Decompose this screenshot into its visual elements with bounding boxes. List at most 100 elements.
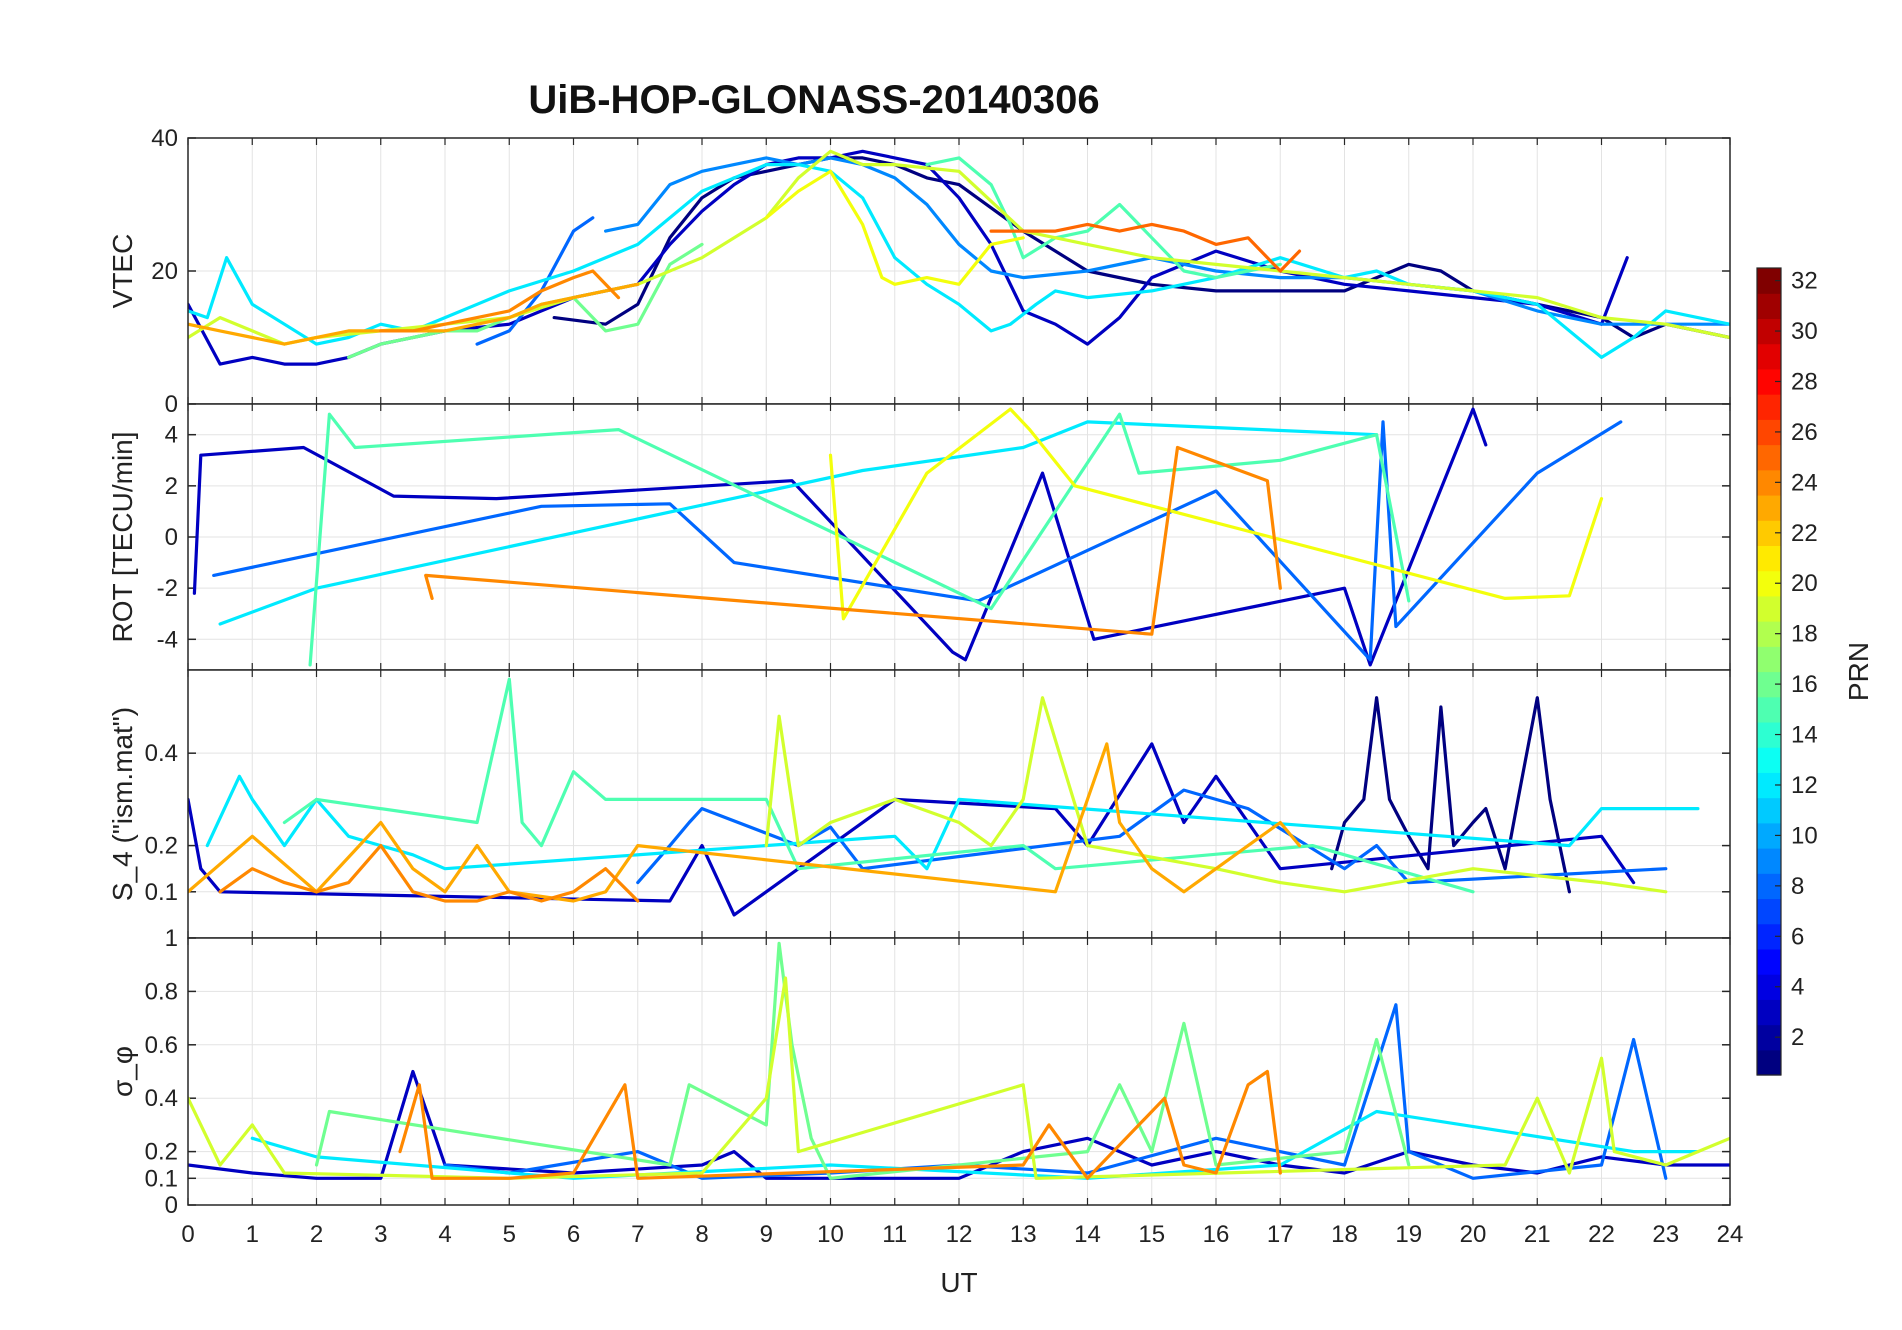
colorbar-swatch xyxy=(1757,494,1781,521)
colorbar-swatch xyxy=(1757,797,1781,824)
x-tick-label: 18 xyxy=(1331,1221,1358,1248)
series-prn-24 xyxy=(218,843,640,903)
x-tick-label: 0 xyxy=(181,1221,194,1248)
colorbar-tick-label: 26 xyxy=(1791,419,1818,446)
colorbar-swatch xyxy=(1757,747,1781,773)
series-prn-15 xyxy=(308,412,1411,667)
x-tick-label: 20 xyxy=(1460,1221,1487,1248)
colorbar-tick-label: 20 xyxy=(1791,570,1818,597)
x-tick-label: 2 xyxy=(310,1221,323,1248)
y-axis-label: VTEC xyxy=(107,234,138,309)
chart-title: UiB-HOP-GLONASS-20140306 xyxy=(528,78,1099,122)
colorbar-tick-label: 8 xyxy=(1791,873,1804,900)
y-tick-label: 0.8 xyxy=(145,978,178,1005)
series-prn-20 xyxy=(828,407,1604,621)
colorbar-tick-label: 14 xyxy=(1791,722,1818,749)
series-prn-16 xyxy=(314,941,1411,1180)
y-tick-label: 20 xyxy=(151,258,178,285)
colorbar-swatch xyxy=(1757,293,1781,320)
series-prn-15 xyxy=(282,677,1475,894)
colorbar-swatch xyxy=(1757,646,1781,673)
colorbar-swatch xyxy=(1757,444,1781,471)
x-tick-label: 24 xyxy=(1717,1221,1744,1248)
colorbar-tick-label: 22 xyxy=(1791,520,1818,547)
colorbar-swatch xyxy=(1757,343,1781,370)
x-tick-label: 5 xyxy=(503,1221,516,1248)
series-prn-25 xyxy=(989,222,1302,273)
colorbar-swatch xyxy=(1757,394,1781,420)
x-tick-label: 8 xyxy=(695,1221,708,1248)
x-tick-label: 10 xyxy=(817,1221,844,1248)
colorbar-swatch xyxy=(1757,696,1781,723)
colorbar-frame xyxy=(1756,267,1782,1076)
y-tick-label: 0.2 xyxy=(145,833,178,860)
series-prn-8 xyxy=(636,788,1668,885)
x-tick-label: 15 xyxy=(1138,1221,1165,1248)
colorbar-tick-label: 2 xyxy=(1791,1024,1804,1051)
panel-frame xyxy=(187,937,1731,1206)
traces-vtec xyxy=(188,149,1730,366)
panel-rot: -4 -2 0 2 4 0 ROT [TECU/min] xyxy=(107,391,1731,671)
y-tick-label: 0 xyxy=(165,391,178,418)
colorbar-tick-label: 18 xyxy=(1791,621,1818,648)
x-tick-label: 23 xyxy=(1652,1221,1679,1248)
series-prn-15 xyxy=(925,156,1282,280)
colorbar-swatch xyxy=(1757,999,1781,1026)
series-prn-24 xyxy=(379,269,621,333)
x-tick-label: 12 xyxy=(946,1221,973,1248)
panel-sigma: 00.10.2 0.4 0.6 0.8 1 σ_φ xyxy=(107,925,1731,1219)
series-prn-3 xyxy=(192,407,1488,667)
colorbar-label: PRN xyxy=(1843,642,1874,701)
colorbar-tick-label: 32 xyxy=(1791,268,1818,295)
series-prn-24 xyxy=(398,1069,1282,1180)
x-axis-label: UT xyxy=(940,1267,977,1298)
y-axis-label: ROT [TECU/min] xyxy=(107,431,138,642)
y-tick-label: -4 xyxy=(157,626,178,653)
x-tick-label: 3 xyxy=(374,1221,387,1248)
colorbar-tick-label: 12 xyxy=(1791,772,1818,799)
colorbar-tick-label: 4 xyxy=(1791,974,1804,1001)
panel-vtec: 20 40 VTEC xyxy=(107,125,1731,405)
colorbar-tick-label: 30 xyxy=(1791,318,1818,345)
colorbar-swatch xyxy=(1757,545,1781,572)
x-tick-label: 6 xyxy=(567,1221,580,1248)
y-tick-label: 2 xyxy=(165,473,178,500)
colorbar-swatch xyxy=(1757,1049,1781,1076)
y-tick-label: 0.4 xyxy=(145,1085,178,1112)
x-tick-label: 7 xyxy=(631,1221,644,1248)
y-tick-label: 1 xyxy=(165,925,178,952)
y-tick-label: 0.1 xyxy=(145,879,178,906)
series-prn-1 xyxy=(1330,696,1572,894)
x-tick-label: 22 xyxy=(1588,1221,1615,1248)
series-prn-19 xyxy=(188,149,1730,346)
series-prn-19 xyxy=(188,976,1730,1180)
x-axis: 0 1 2 3 4 5 6 7 8 9 10 11 12 13 14 15 16 17 18 19 20 21 22 23 24 xyxy=(181,1221,1743,1248)
colorbar-tick-label: 24 xyxy=(1791,469,1818,496)
y-tick-label: 0 xyxy=(165,524,178,551)
colorbar-tick-label: 16 xyxy=(1791,671,1818,698)
colorbar-tick-label: 28 xyxy=(1791,368,1818,395)
series-prn-20 xyxy=(764,169,1025,286)
panel-s4: 0.1 0.2 0.4 S_4 ("ism.mat") xyxy=(107,669,1731,939)
y-tick-label: 0.2 xyxy=(145,1139,178,1166)
x-tick-label: 17 xyxy=(1267,1221,1294,1248)
y-tick-label: 4 xyxy=(165,422,178,449)
colorbar-swatch xyxy=(1757,948,1781,975)
series-prn-8 xyxy=(212,420,1623,662)
x-tick-label: 14 xyxy=(1074,1221,1101,1248)
series-prn-19 xyxy=(764,696,1668,894)
x-tick-label: 9 xyxy=(760,1221,773,1248)
traces-s4 xyxy=(188,677,1700,917)
colorbar-swatch xyxy=(1757,848,1781,874)
y-axis-label: σ_φ xyxy=(107,1046,138,1097)
y-tick-label: 0.4 xyxy=(145,740,178,767)
colorbar-swatch xyxy=(1757,898,1781,925)
traces-sigma xyxy=(188,941,1730,1180)
y-tick-label: 0.6 xyxy=(145,1032,178,1059)
colorbar-swatch xyxy=(1757,595,1781,622)
x-tick-label: 4 xyxy=(438,1221,451,1248)
x-tick-label: 13 xyxy=(1010,1221,1037,1248)
series-prn-12 xyxy=(205,774,1700,871)
